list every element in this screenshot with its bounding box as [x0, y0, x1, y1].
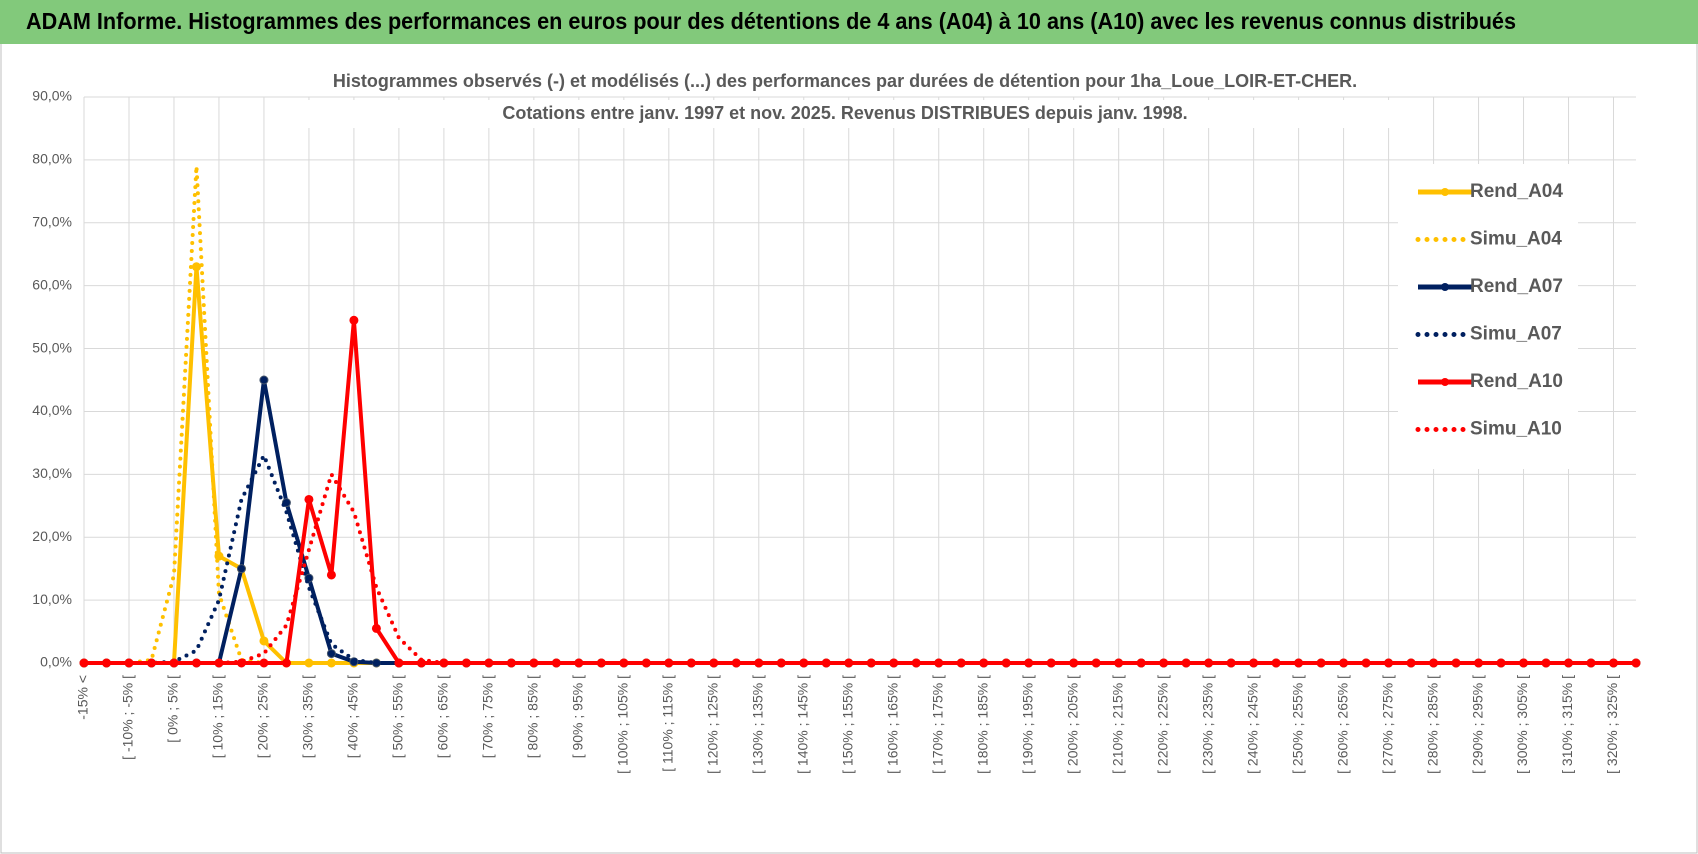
- x-tick-label: [ 300% ; 305% [: [1514, 675, 1530, 774]
- x-tick-label: [ 100% ; 105% [: [615, 675, 631, 774]
- series-marker: [259, 375, 269, 385]
- legend-marker: [1441, 378, 1449, 386]
- x-tick-label: [ 40% ; 45% [: [345, 675, 361, 758]
- y-tick-label: 20,0%: [32, 528, 72, 544]
- series-marker: [281, 658, 291, 668]
- series-marker: [259, 658, 269, 668]
- series-marker: [259, 636, 269, 646]
- x-tick-label: [ 180% ; 185% [: [974, 675, 990, 774]
- series-marker: [326, 570, 336, 580]
- y-tick-label: 10,0%: [32, 591, 72, 607]
- x-tick-label: [ 90% ; 95% [: [570, 675, 586, 758]
- header-bar: [0, 0, 1698, 44]
- legend-box: [1398, 164, 1578, 469]
- y-tick-label: 30,0%: [32, 465, 72, 481]
- series-marker: [371, 623, 381, 633]
- series-marker: [304, 494, 314, 504]
- series-marker: [236, 564, 246, 574]
- plot: 0,0% 10,0% 20,0% 30,0% 40,0% 50,0% 60,0% 70,0% 8…: [32, 68, 1641, 774]
- x-tick-label: [ -10% ; -5% [: [120, 675, 136, 760]
- y-tick-label: 50,0%: [32, 339, 72, 355]
- chart-title: Histogrammes observés (-) et modélisés (…: [333, 71, 1357, 91]
- y-tick-label: 70,0%: [32, 213, 72, 229]
- title-bg: [300, 68, 1390, 96]
- series-marker: [349, 315, 359, 325]
- x-tick-label: [ 70% ; 75% [: [480, 675, 496, 758]
- chart-title: Cotations entre janv. 1997 et nov. 2025.…: [502, 103, 1187, 123]
- x-tick-label: [ 30% ; 35% [: [300, 675, 316, 758]
- series-marker: [394, 658, 404, 668]
- legend-label: Simu_A04: [1470, 229, 1562, 250]
- series-marker: [191, 262, 201, 272]
- x-tick-label: [ 190% ; 195% [: [1019, 675, 1035, 774]
- x-tick-label: [ 240% ; 245% [: [1244, 675, 1260, 774]
- y-tick-label: 80,0%: [32, 151, 72, 167]
- x-tick-label: [ 160% ; 165% [: [884, 675, 900, 774]
- y-tick-label: 0,0%: [40, 654, 72, 670]
- y-tick-label: 60,0%: [32, 276, 72, 292]
- x-tick-label: [ 280% ; 285% [: [1424, 675, 1440, 774]
- legend-label: Rend_A07: [1470, 276, 1563, 297]
- x-tick-label: [ 250% ; 255% [: [1289, 675, 1305, 774]
- x-tick-label: [ 50% ; 55% [: [390, 675, 406, 758]
- legend-label: Simu_A10: [1470, 419, 1562, 440]
- x-tick-label: [ 10% ; 15% [: [210, 675, 226, 758]
- x-tick-label: [ 130% ; 135% [: [749, 675, 765, 774]
- x-tick-label: [ 150% ; 155% [: [839, 675, 855, 774]
- legend-label: Rend_A10: [1470, 371, 1563, 392]
- x-tick-label: -15% <: [75, 675, 91, 720]
- x-tick-label: [ 320% ; 325% [: [1604, 675, 1620, 774]
- x-tick-label: [ 110% ; 115% [: [660, 675, 676, 772]
- x-tick-label: [ 200% ; 205% [: [1064, 675, 1080, 774]
- x-tick-label: [ 20% ; 25% [: [255, 675, 271, 758]
- legend-label: Simu_A07: [1470, 324, 1562, 345]
- x-tick-label: [ 170% ; 175% [: [929, 675, 945, 774]
- x-tick-label: [ 310% ; 315% [: [1559, 675, 1575, 774]
- x-tick-label: [ 80% ; 85% [: [525, 675, 541, 758]
- legend-marker: [1441, 283, 1449, 291]
- y-tick-label: 40,0%: [32, 402, 72, 418]
- x-tick-label: [ 290% ; 295% [: [1469, 675, 1485, 774]
- series-marker: [1631, 658, 1641, 668]
- series-line: [82, 472, 1638, 665]
- x-tick-label: [ 210% ; 215% [: [1109, 675, 1125, 774]
- header-title: ADAM Informe. Histogrammes des performan…: [26, 8, 1516, 34]
- x-tick-label: [ 60% ; 65% [: [435, 675, 451, 758]
- x-tick-label: [ 120% ; 125% [: [705, 675, 721, 774]
- x-tick-label: [ 140% ; 145% [: [794, 675, 810, 774]
- x-tick-label: [ 270% ; 275% [: [1379, 675, 1395, 774]
- legend-label: Rend_A04: [1470, 181, 1563, 202]
- x-tick-label: [ 230% ; 235% [: [1199, 675, 1215, 774]
- legend-marker: [1441, 188, 1449, 196]
- title-bg: [300, 100, 1390, 128]
- x-tick-label: [ 260% ; 265% [: [1334, 675, 1350, 774]
- series-marker: [326, 649, 336, 659]
- x-tick-label: [ 0% ; 5% [: [165, 675, 181, 743]
- y-tick-label: 90,0%: [32, 88, 72, 104]
- x-tick-label: [ 220% ; 225% [: [1154, 675, 1170, 774]
